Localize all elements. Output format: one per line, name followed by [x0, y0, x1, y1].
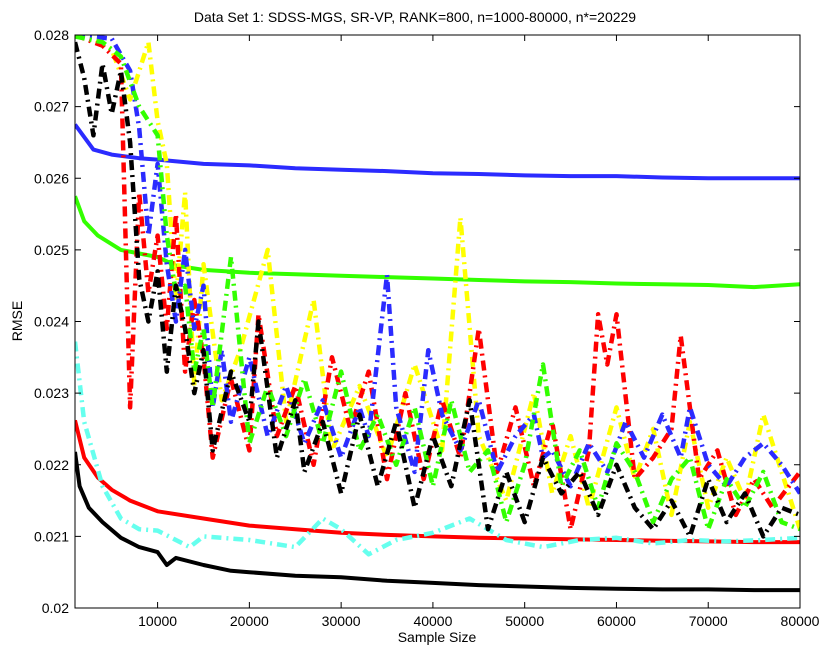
- series-line-6: [75, 35, 800, 532]
- y-tick-label: 0.022: [34, 457, 69, 473]
- series-line-1: [75, 195, 800, 290]
- series-line-2: [75, 419, 800, 545]
- y-tick-label: 0.024: [34, 314, 69, 330]
- series-line-0: [75, 123, 800, 181]
- y-tick-label: 0.025: [34, 242, 69, 258]
- y-tick-label: 0.021: [34, 528, 69, 544]
- x-tick-label: 60000: [597, 613, 636, 629]
- x-tick-label: 50000: [505, 613, 544, 629]
- y-tick-label: 0.02: [42, 600, 69, 616]
- series-layer: [75, 35, 800, 593]
- y-axis: 0.02 0.021 0.022 0.023 0.024 0.025 0.026 0.027 0…: [34, 27, 800, 616]
- x-axis-label: Sample Size: [398, 629, 477, 645]
- x-tick-label: 70000: [689, 613, 728, 629]
- series-line-4: [75, 341, 800, 557]
- x-tick-label: 20000: [230, 613, 269, 629]
- y-axis-label: RMSE: [9, 301, 25, 341]
- x-tick-label: 10000: [138, 613, 177, 629]
- x-tick-label: 80000: [781, 613, 820, 629]
- series-line-9: [75, 41, 800, 539]
- series-line-3: [75, 451, 800, 593]
- plot-area-frame: [74, 34, 801, 609]
- y-tick-label: 0.028: [34, 27, 69, 43]
- x-tick-label: 40000: [413, 613, 452, 629]
- chart-title: Data Set 1: SDSS-MGS, SR-VP, RANK=800, n…: [194, 9, 636, 25]
- y-tick-label: 0.027: [34, 99, 69, 115]
- y-tick-label: 0.023: [34, 385, 69, 401]
- x-axis: 10000 20000 30000 40000 50000 60000 70000 80000: [138, 35, 820, 629]
- x-tick-label: 30000: [322, 613, 361, 629]
- y-tick-label: 0.026: [34, 170, 69, 186]
